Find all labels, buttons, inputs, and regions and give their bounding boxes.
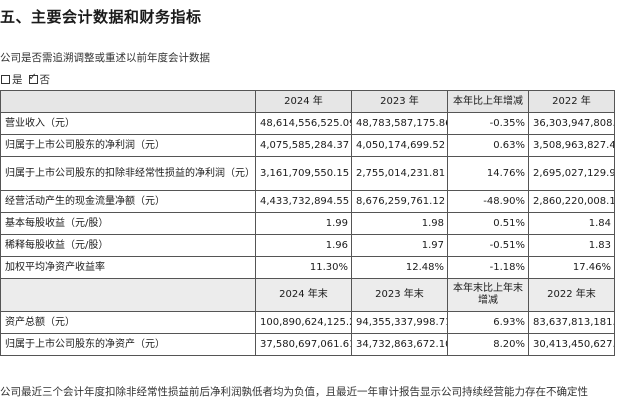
- value-cell: -1.18%: [447, 256, 529, 279]
- header-cell: 2024 年: [255, 90, 352, 113]
- header-cell: 2024 年末: [255, 278, 352, 312]
- value-cell: 11.30%: [255, 256, 352, 279]
- option-no[interactable]: 否: [28, 72, 51, 87]
- value-cell: 0.63%: [447, 134, 529, 157]
- value-cell: 8.20%: [447, 333, 529, 356]
- value-cell: 1.98: [351, 212, 448, 235]
- table-row: 归属于上市公司股东的净利润（元） 4,075,585,284.37 4,050,…: [0, 134, 615, 157]
- option-yes-label: 是: [12, 74, 23, 86]
- value-cell: 30,413,450,627.49: [528, 333, 615, 356]
- value-cell: 37,580,697,061.61: [255, 333, 352, 356]
- table-row: 资产总额（元） 100,890,624,125.27 94,355,337,99…: [0, 311, 615, 334]
- value-cell: 94,355,337,998.71: [351, 311, 448, 334]
- value-cell: 6.93%: [447, 311, 529, 334]
- value-cell: 48,614,556,525.09: [255, 112, 352, 135]
- value-cell: 1.96: [255, 234, 352, 257]
- header-cell: 2023 年: [351, 90, 448, 113]
- value-cell: 17.46%: [528, 256, 615, 279]
- value-cell: 83,637,813,181.68: [528, 311, 615, 334]
- value-cell: 2,860,220,008.15: [528, 190, 615, 213]
- table-row: 经营活动产生的现金流量净额（元） 4,433,732,894.55 8,676,…: [0, 190, 615, 213]
- value-cell: 8,676,259,761.12: [351, 190, 448, 213]
- restatement-question: 公司是否需追溯调整或重述以前年度会计数据: [0, 52, 210, 64]
- value-cell: 3,508,963,827.40: [528, 134, 615, 157]
- value-cell: 4,075,585,284.37: [255, 134, 352, 157]
- restatement-options: 是 否: [1, 72, 56, 87]
- value-cell: 3,161,709,550.15: [255, 156, 352, 191]
- header-cell: 本年末比上年末增减: [447, 278, 529, 312]
- row-label: 基本每股收益（元/股）: [0, 212, 256, 235]
- table-row: 基本每股收益（元/股） 1.99 1.98 0.51% 1.84: [0, 212, 615, 235]
- footnote: 公司最近三个会计年度扣除非经常性损益前后净利润孰低者均为负值，且最近一年审计报告…: [0, 386, 588, 398]
- header-cell: [0, 90, 256, 113]
- value-cell: 12.48%: [351, 256, 448, 279]
- row-label: 资产总额（元）: [0, 311, 256, 334]
- row-label: 经营活动产生的现金流量净额（元）: [0, 190, 256, 213]
- row-label: 营业收入（元）: [0, 112, 256, 135]
- table-row: 加权平均净资产收益率 11.30% 12.48% -1.18% 17.46%: [0, 256, 615, 279]
- option-no-label: 否: [39, 74, 51, 86]
- header-cell: 2022 年: [528, 90, 615, 113]
- table-row: 归属于上市公司股东的净资产（元） 37,580,697,061.61 34,73…: [0, 333, 615, 356]
- table-header-row: 2024 年末 2023 年末 本年末比上年末增减 2022 年末: [0, 278, 615, 312]
- value-cell: 34,732,863,672.10: [351, 333, 448, 356]
- table-row: 归属于上市公司股东的扣除非经常性损益的净利润（元） 3,161,709,550.…: [0, 156, 615, 191]
- value-cell: 14.76%: [447, 156, 529, 191]
- table-header-row: 2024 年 2023 年 本年比上年增减 2022 年: [0, 90, 615, 113]
- value-cell: -0.35%: [447, 112, 529, 135]
- row-label: 归属于上市公司股东的净利润（元）: [0, 134, 256, 157]
- header-cell: 2023 年末: [351, 278, 448, 312]
- value-cell: 4,050,174,699.52: [351, 134, 448, 157]
- checkbox-yes[interactable]: [1, 75, 10, 84]
- value-cell: 0.51%: [447, 212, 529, 235]
- value-cell: 1.83: [528, 234, 615, 257]
- value-cell: -0.51%: [447, 234, 529, 257]
- value-cell: -48.90%: [447, 190, 529, 213]
- table-row: 稀释每股收益（元/股） 1.96 1.97 -0.51% 1.83: [0, 234, 615, 257]
- value-cell: 1.97: [351, 234, 448, 257]
- section-title: 五、主要会计数据和财务指标: [0, 8, 202, 26]
- row-label: 加权平均净资产收益率: [0, 256, 256, 279]
- header-cell: 2022 年末: [528, 278, 615, 312]
- value-cell: 48,783,587,175.86: [351, 112, 448, 135]
- value-cell: 4,433,732,894.55: [255, 190, 352, 213]
- value-cell: 100,890,624,125.27: [255, 311, 352, 334]
- value-cell: 1.84: [528, 212, 615, 235]
- value-cell: 1.99: [255, 212, 352, 235]
- value-cell: 2,755,014,231.81: [351, 156, 448, 191]
- header-cell: [0, 278, 256, 312]
- financial-indicators-table: 2024 年 2023 年 本年比上年增减 2022 年 营业收入（元） 48,…: [0, 90, 615, 356]
- value-cell: 36,303,947,808.53: [528, 112, 615, 135]
- option-yes[interactable]: 是: [1, 72, 23, 87]
- row-label: 稀释每股收益（元/股）: [0, 234, 256, 257]
- table-row: 营业收入（元） 48,614,556,525.09 48,783,587,175…: [0, 112, 615, 135]
- row-label: 归属于上市公司股东的净资产（元）: [0, 333, 256, 356]
- checkbox-no[interactable]: [28, 72, 38, 84]
- header-cell: 本年比上年增减: [447, 90, 529, 113]
- value-cell: 2,695,027,129.97: [528, 156, 615, 191]
- row-label: 归属于上市公司股东的扣除非经常性损益的净利润（元）: [0, 156, 256, 191]
